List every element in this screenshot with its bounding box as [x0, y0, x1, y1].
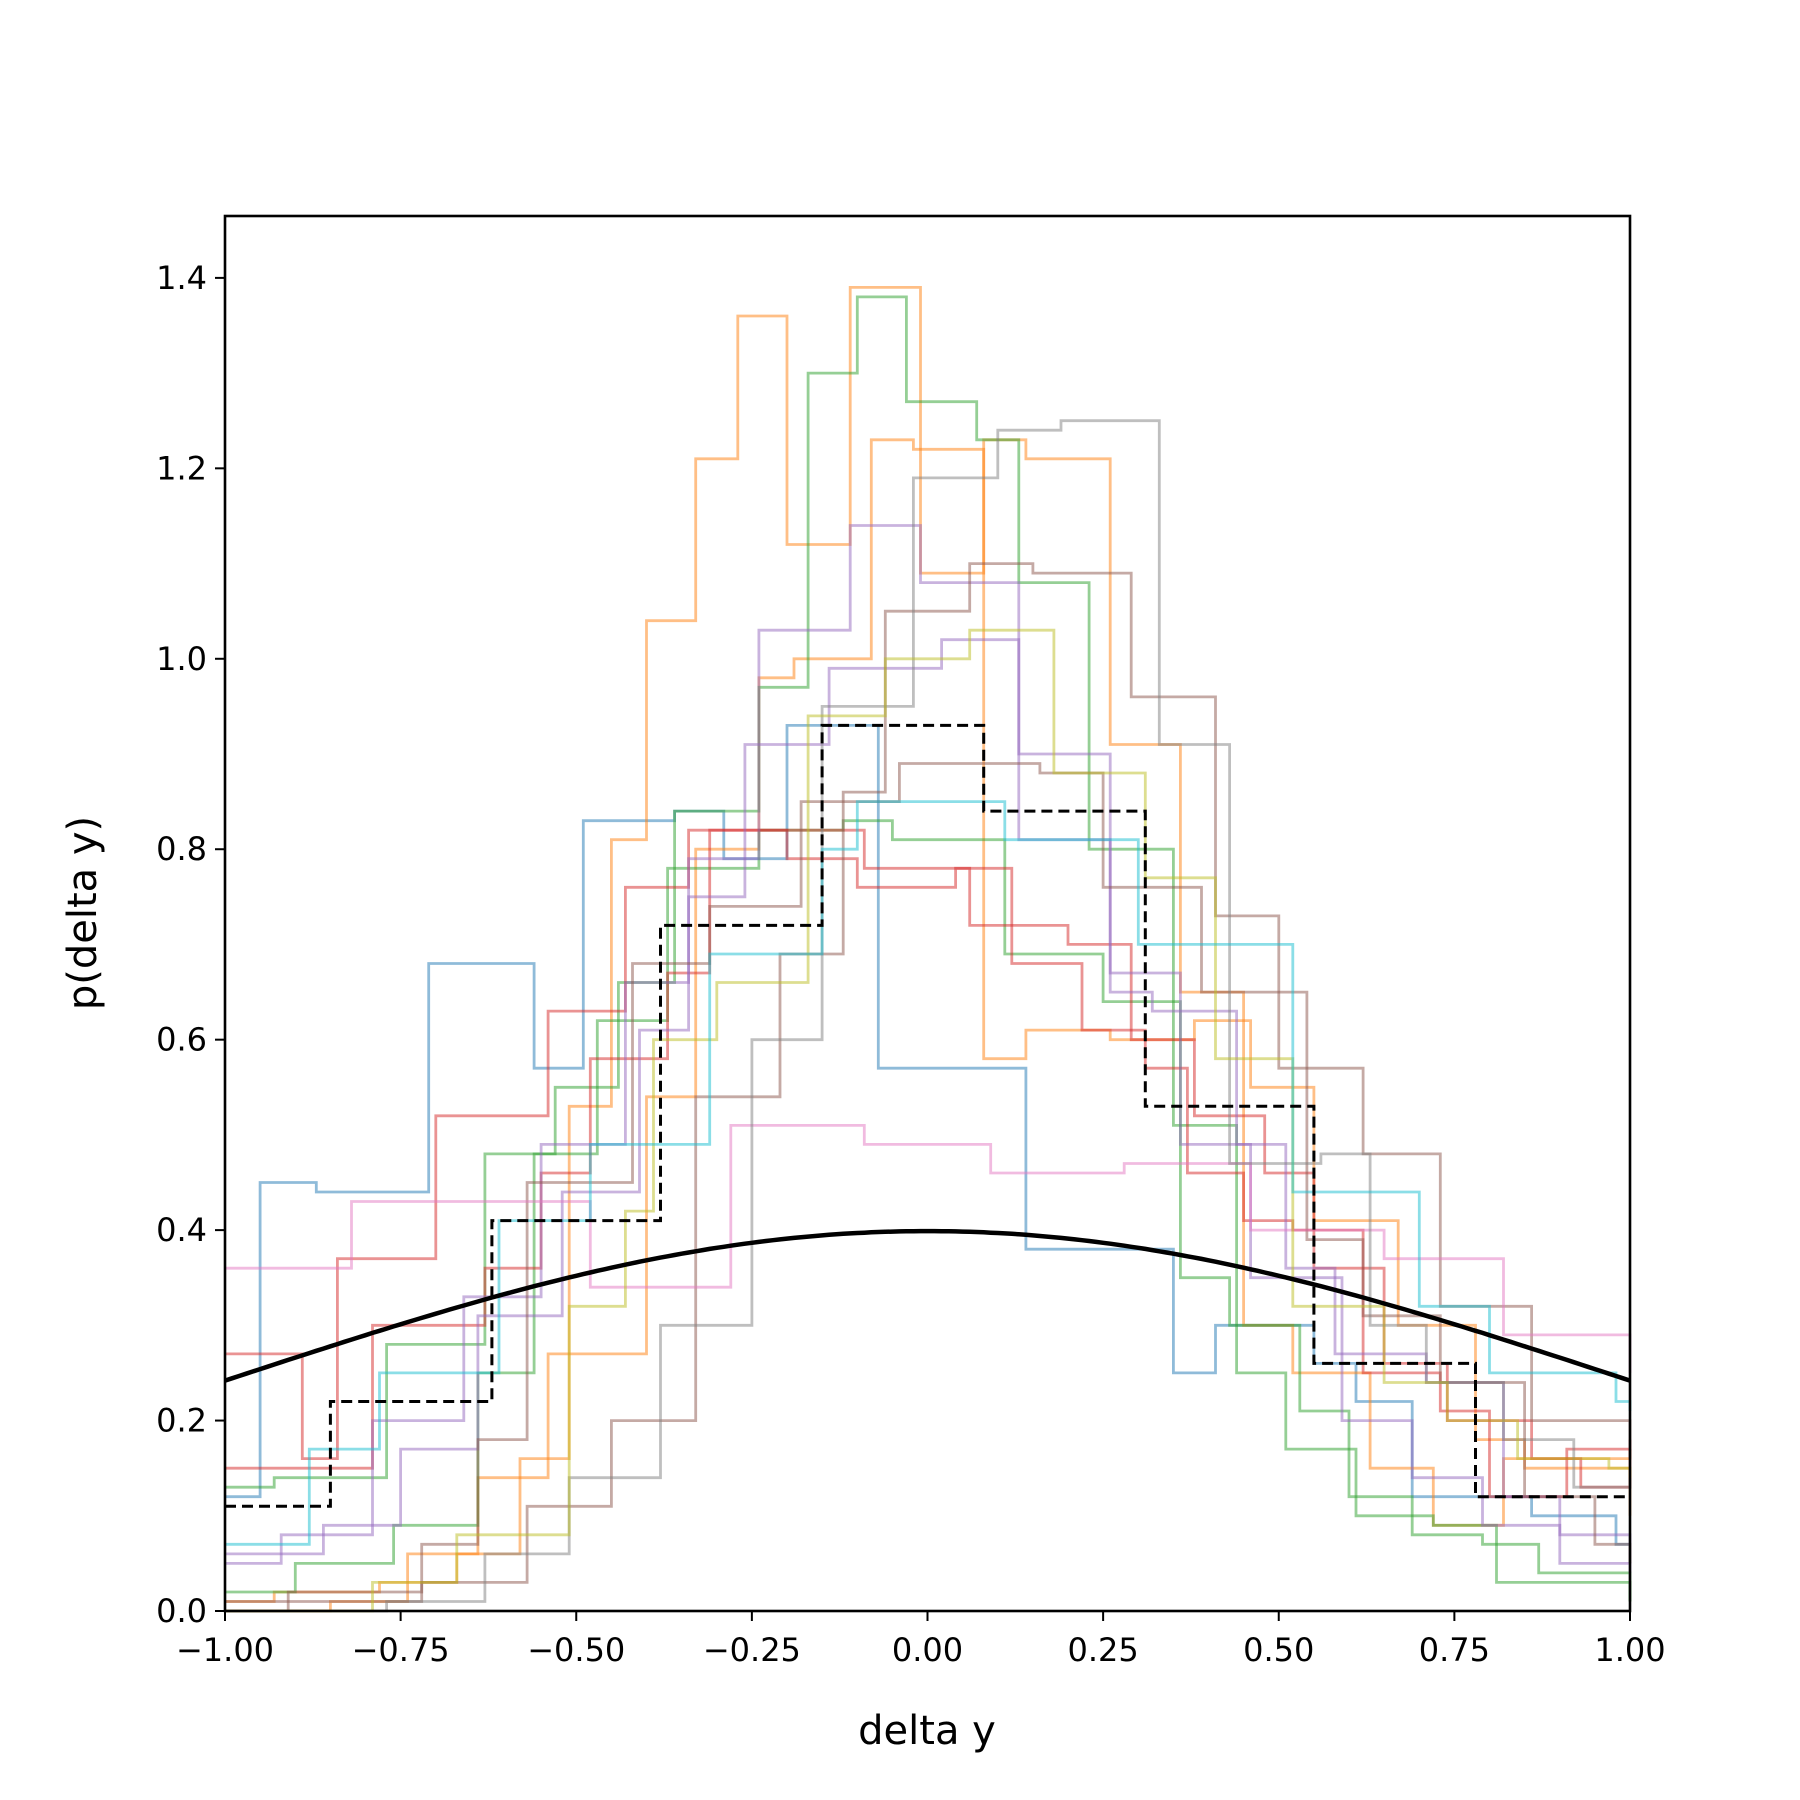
x-tick-label: −0.25 — [703, 1631, 801, 1669]
y-tick-label: 1.2 — [156, 449, 207, 487]
x-tick-label: 1.00 — [1594, 1631, 1665, 1669]
series-pink-sample — [225, 1124, 1632, 1373]
y-tick-label: 1.0 — [156, 640, 207, 678]
x-axis-ticks: −1.00 −0.75 −0.50 −0.25 0.00 0.25 0.50 0.75 1.00 — [176, 1611, 1666, 1669]
y-tick-label: 0.6 — [156, 1021, 207, 1059]
series-purple-sample-2 — [225, 638, 1632, 1573]
series-blue-sample — [225, 724, 1630, 1546]
x-tick-label: −0.50 — [527, 1631, 625, 1669]
x-tick-label: 0.25 — [1068, 1631, 1139, 1669]
x-tick-label: 0.00 — [892, 1631, 963, 1669]
x-axis-label: delta y — [858, 1708, 996, 1754]
series-layer — [225, 286, 1632, 1613]
series-cyan-sample — [225, 800, 1632, 1546]
series-green-sample — [225, 295, 1632, 1602]
series-mean-histogram — [225, 723, 1630, 1508]
series-orange-sample-2 — [225, 438, 1632, 1613]
y-tick-label: 0.0 — [156, 1592, 207, 1630]
x-tick-label: 0.50 — [1243, 1631, 1314, 1669]
y-axis-ticks: 0.0 0.2 0.4 0.6 0.8 1.0 1.2 1.4 — [156, 259, 225, 1630]
x-tick-label: −0.75 — [352, 1631, 450, 1669]
y-tick-label: 0.2 — [156, 1402, 207, 1440]
y-tick-label: 1.4 — [156, 259, 207, 297]
series-olive-sample — [225, 628, 1632, 1613]
curve-layer — [224, 1228, 1631, 1383]
series-red-sample — [225, 828, 1632, 1499]
y-tick-label: 0.8 — [156, 830, 207, 868]
x-tick-label: 0.75 — [1419, 1631, 1490, 1669]
normal-pdf-curve — [224, 1228, 1631, 1383]
y-axis-label: p(delta y) — [60, 816, 106, 1010]
x-tick-label: −1.00 — [176, 1631, 274, 1669]
y-tick-label: 0.4 — [156, 1211, 207, 1249]
